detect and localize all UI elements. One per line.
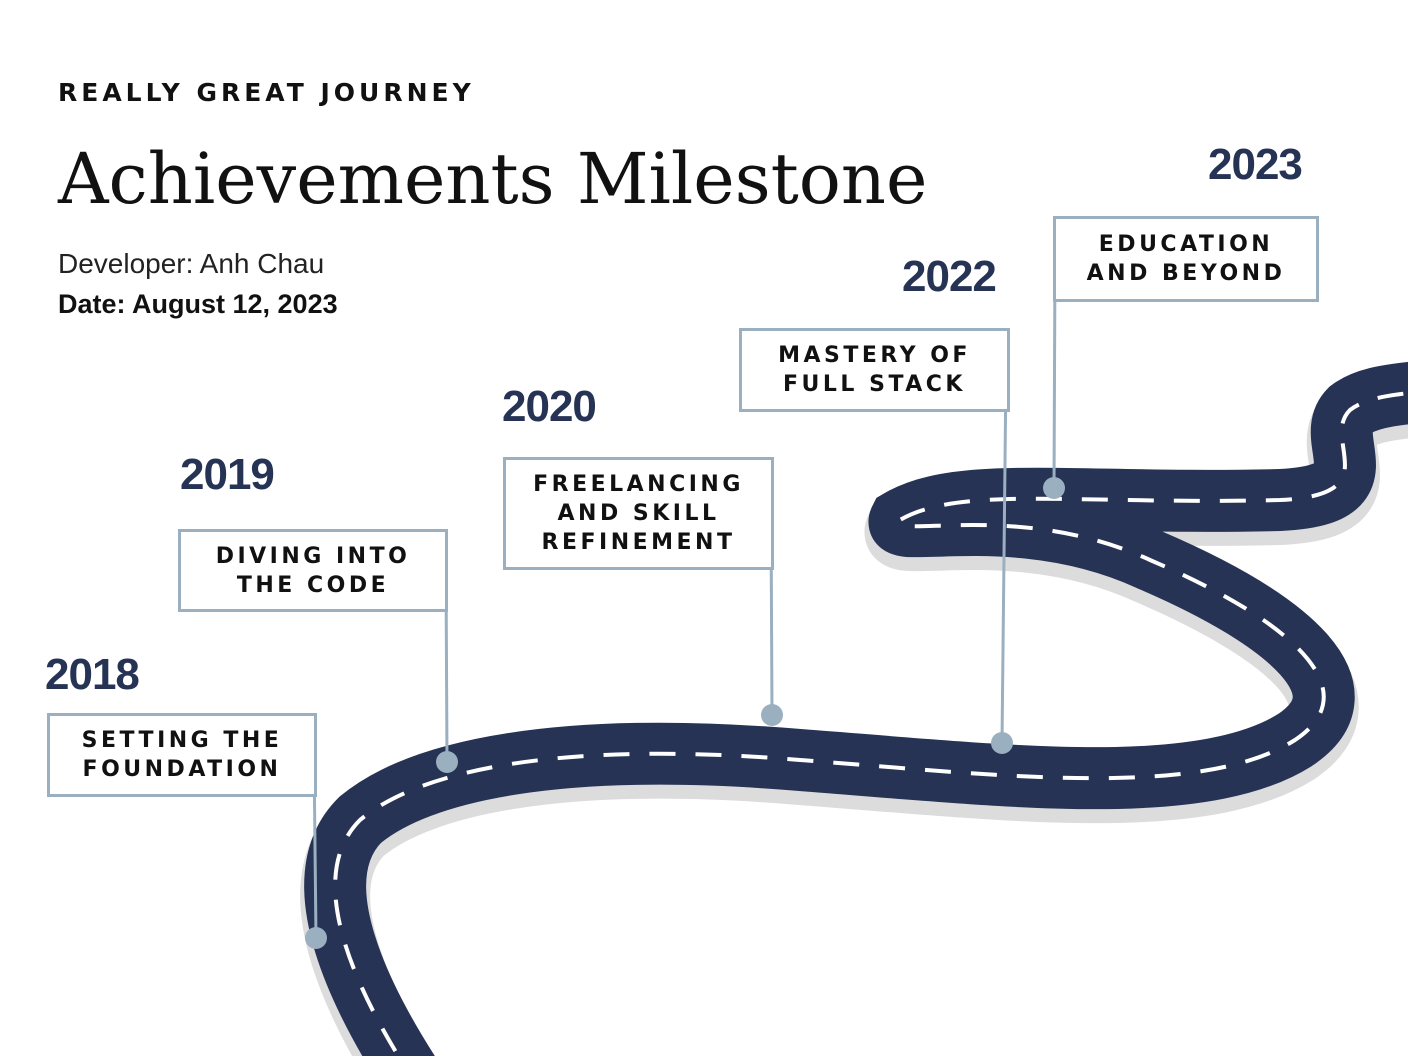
year-2023: 2023 (1208, 140, 1303, 189)
label-2022: MASTERY OF FULL STACK (739, 328, 1010, 412)
label-2018: SETTING THE FOUNDATION (47, 713, 317, 797)
marker-2022 (991, 732, 1013, 754)
year-2022: 2022 (902, 252, 997, 301)
developer-line: Developer: Anh Chau (58, 248, 325, 279)
road-body (304, 361, 1408, 1056)
marker-2020 (761, 704, 783, 726)
milestone-markers (305, 477, 1065, 949)
marker-2019 (436, 751, 458, 773)
label-2023: EDUCATION AND BEYOND (1053, 216, 1319, 302)
date-line: Date: August 12, 2023 (58, 289, 338, 319)
year-2018: 2018 (45, 650, 140, 699)
year-2019: 2019 (180, 450, 275, 499)
connector-2022 (1000, 369, 1008, 744)
label-2020: FREELANCING AND SKILL REFINEMENT (503, 457, 774, 570)
marker-2023 (1043, 477, 1065, 499)
label-2019: DIVING INTO THE CODE (178, 529, 448, 612)
kicker-text: REALLY GREAT JOURNEY (58, 78, 475, 107)
page-title: Achievements Milestone (58, 138, 928, 220)
year-2020: 2020 (502, 382, 597, 431)
marker-2018 (305, 927, 327, 949)
